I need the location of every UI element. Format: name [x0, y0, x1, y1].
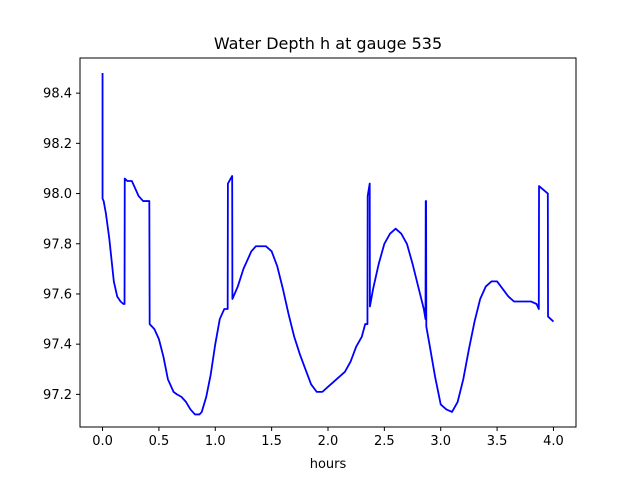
y-tick-label: 97.4 — [43, 338, 72, 353]
plot-area — [101, 73, 555, 416]
y-tick-label: 98.4 — [43, 87, 72, 102]
axes-frame — [79, 57, 577, 428]
x-tick-label: 2.0 — [318, 434, 339, 449]
x-tick-label: 3.5 — [487, 434, 508, 449]
x-tick-label: 2.5 — [374, 434, 395, 449]
chart-title: Water Depth h at gauge 535 — [214, 34, 442, 53]
y-axis-ticks: 97.2 97.4 97.6 97.8 98.0 98.2 98.4 — [43, 87, 80, 403]
y-tick-label: 97.8 — [43, 237, 72, 252]
x-tick-label: 4.0 — [543, 434, 564, 449]
y-tick-label: 98.2 — [43, 137, 72, 152]
x-tick-label: 0.0 — [92, 434, 113, 449]
x-tick-label: 1.0 — [205, 434, 226, 449]
x-tick-label: 3.0 — [430, 434, 451, 449]
x-axis-label: hours — [310, 457, 347, 472]
y-tick-label: 97.6 — [43, 287, 72, 302]
y-tick-label: 97.2 — [43, 388, 72, 403]
x-tick-label: 1.5 — [261, 434, 282, 449]
x-axis-ticks: 0.0 0.5 1.0 1.5 2.0 2.5 3.0 3.5 4.0 — [92, 427, 564, 449]
series-line-0 — [101, 73, 555, 416]
y-tick-label: 98.0 — [43, 187, 72, 202]
x-tick-label: 0.5 — [149, 434, 170, 449]
